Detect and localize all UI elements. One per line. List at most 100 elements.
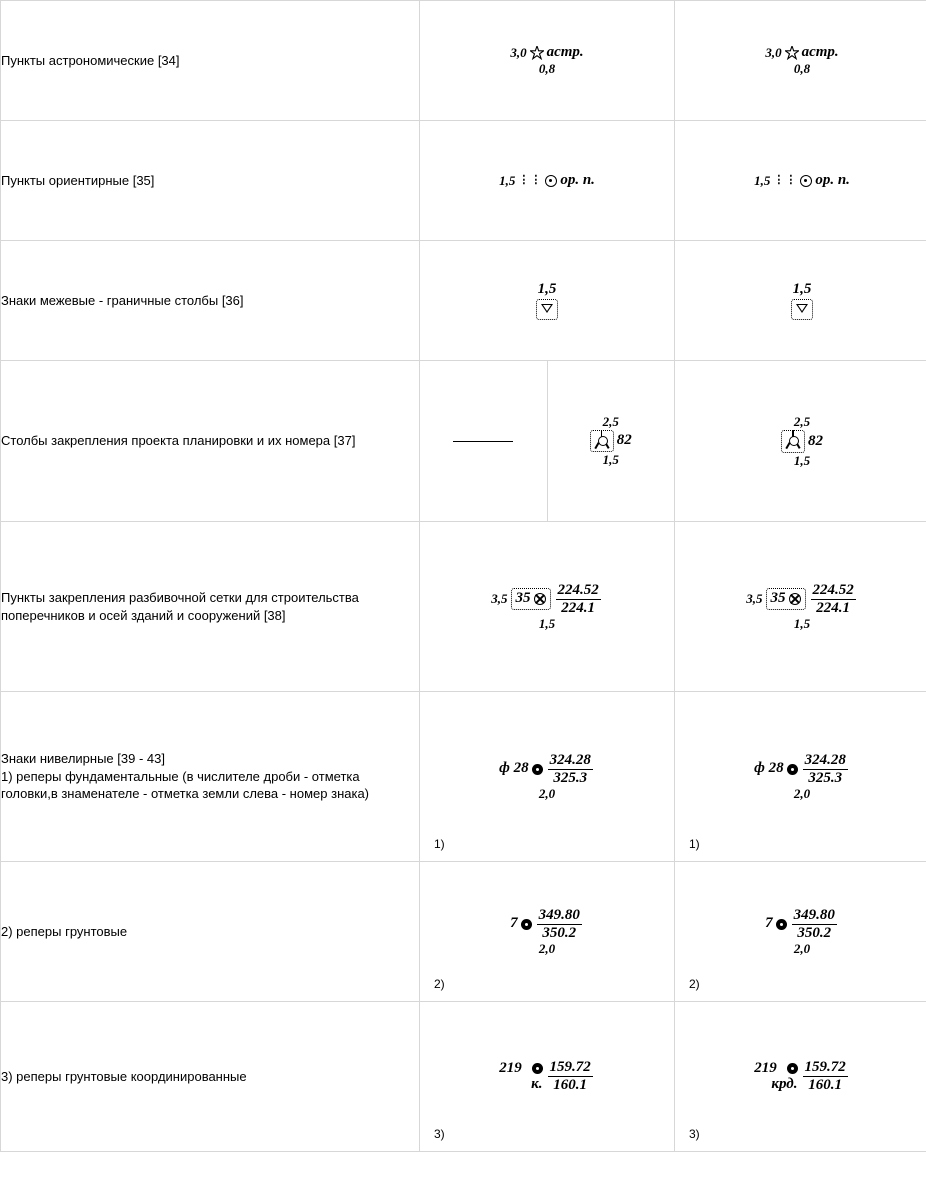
fraction-den: 325.3 (803, 770, 848, 786)
symbol-cell: 1,5 ⋮⋮ ор. п. (675, 121, 926, 241)
label: ор. п. (815, 173, 850, 189)
dim-bottom: 2,0 (794, 942, 810, 956)
value-left: ф 28 (499, 761, 529, 777)
circle-filled-icon (521, 919, 532, 930)
note-label: 3) (689, 1127, 700, 1141)
note-label: 1) (434, 837, 445, 851)
fraction-num: 349.80 (537, 908, 582, 925)
value-left: 219 (754, 1061, 777, 1077)
note-label: 3) (434, 1127, 445, 1141)
circle-filled-icon (532, 764, 543, 775)
note-label: 1) (689, 837, 700, 851)
fraction-num: 349.80 (792, 908, 837, 925)
dim-bottom: 2,0 (539, 942, 555, 956)
fraction-den: 325.3 (548, 770, 593, 786)
triangle-down-icon (796, 304, 808, 313)
label: астр. (547, 45, 584, 61)
desc-text: Столбы закрепления проекта планировки и … (1, 433, 355, 448)
desc-cell: Пункты ориентирные [35] (1, 121, 420, 241)
circle-filled-icon (787, 1063, 798, 1074)
circle-filled-icon (532, 1063, 543, 1074)
sub-label: крд. (771, 1077, 797, 1093)
dim-bottom: 0,8 (539, 62, 555, 76)
fraction-num: 324.28 (803, 753, 848, 770)
symbol-cell: 1,5 ⋮⋮ ор. п. (420, 121, 675, 241)
dim-bottom: 2,0 (794, 787, 810, 801)
fraction-den: 160.1 (803, 1077, 848, 1093)
symbol-cell: 1) ф 28 324.28 325.3 2,0 (675, 692, 926, 862)
value-right: 82 (808, 434, 823, 450)
circle-x-icon (534, 593, 546, 605)
fraction: 349.80 350.2 (790, 908, 839, 941)
fraction: 224.52 224.1 (809, 583, 858, 616)
symbol-cell: 1,5 (675, 241, 926, 361)
tripod-icon (786, 433, 800, 447)
dots-icon: ⋮⋮ (773, 175, 797, 187)
dim-top: 1,5 (793, 282, 812, 298)
symbol-cell: 3) 219 крд. 159.72 160.1 (675, 1002, 926, 1152)
symbol-cell-split: 2,5 82 1,5 (420, 361, 675, 522)
circle-filled-icon (776, 919, 787, 930)
dim-bottom: 1,5 (794, 454, 810, 468)
dim-left: 1,5 (754, 174, 770, 188)
fraction-num: 159.72 (803, 1060, 848, 1077)
dim-bottom: 1,5 (794, 617, 810, 631)
fraction-num: 224.52 (556, 583, 601, 600)
symbol-cell: 1,5 (420, 241, 675, 361)
dotted-frame-icon: 35 (766, 588, 806, 610)
dash-line-icon (453, 441, 513, 442)
star-icon (530, 46, 544, 60)
desc-text: Пункты астрономические [34] (1, 53, 180, 68)
dotted-frame-icon (791, 299, 813, 321)
desc-text: Знаки нивелирные [39 - 43] 1) реперы фун… (1, 751, 369, 801)
fraction-den: 224.1 (811, 600, 856, 616)
fraction-den: 224.1 (556, 600, 601, 616)
symbol-cell: 3,0 астр. 0,8 (675, 1, 926, 121)
dim-left: 3,5 (746, 592, 762, 606)
desc-cell: Знаки нивелирные [39 - 43] 1) реперы фун… (1, 692, 420, 862)
dim-left: 1,5 (499, 174, 515, 188)
value-left: ф 28 (754, 761, 784, 777)
fraction-num: 159.72 (548, 1060, 593, 1077)
label: астр. (802, 45, 839, 61)
dotted-frame-icon: 35 (511, 588, 551, 610)
desc-cell: Пункты закрепления разбивочной сетки для… (1, 522, 420, 692)
dots-icon: ⋮⋮ (518, 175, 542, 187)
symbol-cell: 2) 7 349.80 350.2 2,0 (675, 862, 926, 1002)
tripod-icon (595, 433, 609, 447)
dotted-frame-icon (781, 430, 805, 453)
dotted-frame-icon (590, 430, 614, 453)
dim-top: 2,5 (603, 415, 619, 429)
note-label: 2) (434, 977, 445, 991)
label: ор. п. (560, 173, 595, 189)
circle-x-icon (789, 593, 801, 605)
circle-dot-icon (800, 175, 812, 187)
sub-label: к. (531, 1077, 542, 1093)
value-left: 7 (510, 916, 518, 932)
symbol-cell: 3,5 35 224.52 224.1 1,5 (420, 522, 675, 692)
desc-text: 2) реперы грунтовые (1, 924, 127, 939)
desc-text: Знаки межевые - граничные столбы [36] (1, 293, 244, 308)
dim-bottom: 2,0 (539, 787, 555, 801)
fraction: 159.72 160.1 (801, 1060, 850, 1093)
star-icon (785, 46, 799, 60)
desc-cell: Знаки межевые - граничные столбы [36] (1, 241, 420, 361)
desc-text: 3) реперы грунтовые координированные (1, 1069, 247, 1084)
value-left: 219 (499, 1061, 522, 1077)
fraction: 324.28 325.3 (546, 753, 595, 786)
symbol-cell: 2) 7 349.80 350.2 2,0 (420, 862, 675, 1002)
desc-text: Пункты закрепления разбивочной сетки для… (1, 590, 359, 623)
fraction-den: 160.1 (548, 1077, 593, 1093)
desc-cell: Пункты астрономические [34] (1, 1, 420, 121)
value-mid: 35 (771, 591, 786, 607)
dim-bottom: 1,5 (539, 617, 555, 631)
dim-top: 1,5 (538, 282, 557, 298)
symbols-table: Пункты астрономические [34] 3,0 астр. 0,… (0, 0, 926, 1152)
fraction-num: 224.52 (811, 583, 856, 600)
symbol-cell: 2,5 82 1,5 (675, 361, 926, 522)
fraction: 324.28 325.3 (801, 753, 850, 786)
dim-top-left: 3,0 (765, 46, 781, 60)
value-mid: 35 (516, 591, 531, 607)
triangle-down-icon (541, 304, 553, 313)
desc-text: Пункты ориентирные [35] (1, 173, 154, 188)
